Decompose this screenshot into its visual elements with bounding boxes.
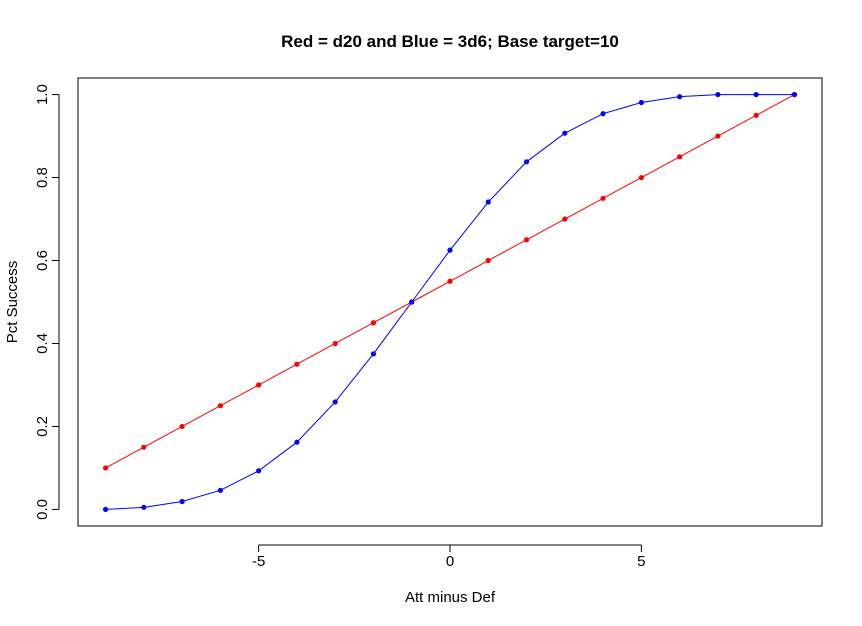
data-point	[753, 112, 759, 118]
data-point	[447, 247, 453, 253]
data-point	[523, 159, 530, 165]
data-point	[715, 133, 721, 139]
data-point	[370, 351, 377, 357]
data-point	[600, 195, 606, 201]
y-tick-label: 0.0	[34, 499, 51, 520]
data-point	[102, 506, 109, 513]
data-point	[447, 278, 453, 284]
plot-box	[77, 77, 823, 527]
y-tick-label: 1.0	[34, 84, 51, 105]
data-point	[485, 257, 491, 264]
x-tick-label: 0	[446, 553, 454, 570]
data-point	[294, 439, 300, 445]
data-point	[179, 423, 185, 430]
data-point	[370, 320, 377, 326]
data-point	[562, 130, 568, 136]
data-point	[791, 91, 798, 98]
y-tick-label: 0.2	[34, 416, 51, 437]
data-point	[332, 340, 338, 347]
data-point	[638, 174, 644, 181]
data-point	[715, 91, 721, 98]
data-point	[217, 403, 223, 409]
data-point	[523, 237, 530, 243]
x-tick-label: 5	[637, 553, 645, 570]
data-point	[332, 399, 338, 405]
chart-title: Red = d20 and Blue = 3d6; Base target=10	[281, 32, 619, 51]
data-point	[179, 498, 185, 505]
y-axis-label: Pct Success	[4, 261, 21, 344]
data-point	[753, 91, 759, 98]
x-tick-label: -5	[252, 553, 265, 570]
data-point	[294, 361, 300, 367]
data-point	[638, 99, 644, 106]
data-point	[256, 468, 262, 474]
data-point	[141, 444, 147, 450]
data-point	[102, 465, 109, 471]
data-point	[485, 199, 491, 205]
data-point	[600, 111, 606, 117]
y-tick-label: 0.8	[34, 167, 51, 188]
y-tick-label: 0.6	[34, 250, 51, 271]
data-point	[677, 154, 683, 160]
x-axis-label: Att minus Def	[405, 589, 496, 606]
data-point	[677, 94, 683, 100]
y-tick-label: 0.4	[34, 333, 51, 354]
data-point	[217, 487, 223, 493]
data-point	[141, 504, 147, 510]
data-point	[256, 382, 262, 388]
data-point	[409, 299, 415, 305]
data-point	[562, 216, 568, 222]
